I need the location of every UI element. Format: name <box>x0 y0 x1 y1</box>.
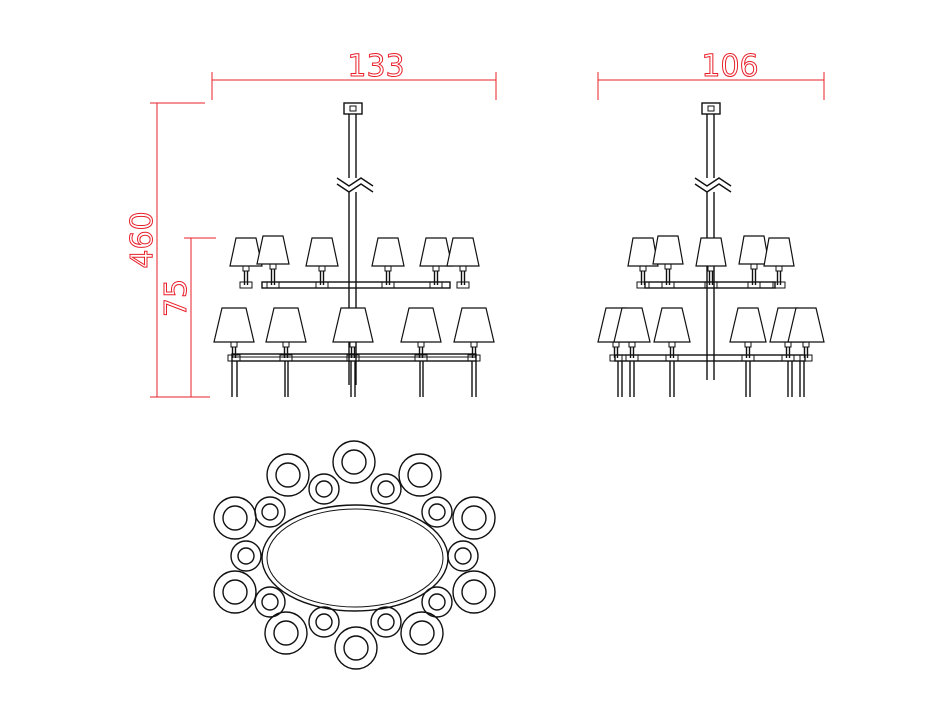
shade-ring-small <box>308 606 340 638</box>
shade-ring-small <box>447 540 479 572</box>
lamp-shade <box>446 237 480 289</box>
lamp-shade <box>305 237 339 289</box>
lamp-shade <box>332 307 374 362</box>
shade-ring-large <box>213 496 257 540</box>
shade-ring-small <box>254 496 286 528</box>
ceiling-canopy <box>343 102 363 115</box>
shade-ring-large <box>213 570 257 614</box>
shade-ring-small <box>308 473 340 505</box>
overall-height-label: 460 <box>125 211 160 268</box>
lamp-shade <box>613 307 651 362</box>
shade-ring-large <box>332 440 376 484</box>
lamp-shade <box>419 237 453 289</box>
lamp-shade <box>652 235 684 289</box>
shade-ring-small <box>421 586 453 618</box>
break-symbol <box>336 177 374 187</box>
lamp-shade <box>787 307 825 362</box>
shade-ring-large <box>334 626 378 670</box>
side-lower-shades <box>597 307 825 362</box>
front-stems <box>231 361 477 397</box>
lamp-shade <box>729 307 767 362</box>
shade-ring-small <box>254 586 286 618</box>
front-elevation <box>213 102 495 397</box>
body-height-label: 75 <box>159 279 194 317</box>
side-lower-frame-bar <box>614 354 806 362</box>
side-ceiling-canopy <box>701 102 721 115</box>
lamp-shade <box>213 307 255 362</box>
upper-frame-bar <box>261 281 451 289</box>
shade-ring-large <box>400 611 444 655</box>
plan-shade-rings <box>213 440 496 670</box>
side-elevation <box>597 102 825 397</box>
shade-ring-large <box>452 570 496 614</box>
plan-view <box>213 440 496 670</box>
lamp-shade <box>695 237 727 289</box>
lamp-shade <box>265 307 307 362</box>
front-upper-shades <box>229 235 480 289</box>
lamp-shade <box>371 237 405 289</box>
side-break-symbol <box>694 177 732 187</box>
lamp-shade <box>453 307 495 362</box>
shade-ring-large <box>264 611 308 655</box>
front-lower-shades <box>213 307 495 362</box>
side-stems <box>617 361 805 397</box>
shade-ring-large <box>266 453 310 497</box>
lamp-shade <box>256 235 290 289</box>
lamp-shade <box>627 237 659 289</box>
front-width-label: 133 <box>347 49 404 84</box>
side-width-label: 106 <box>701 49 758 84</box>
dimension-overall-height: 460 <box>125 102 210 398</box>
central-ring-inner <box>266 508 444 608</box>
shade-ring-small <box>421 496 453 528</box>
shade-ring-large <box>398 453 442 497</box>
lamp-shade <box>229 237 263 289</box>
shade-ring-small <box>370 606 402 638</box>
side-upper-shades <box>627 235 795 289</box>
dimension-body-height: 75 <box>159 237 216 397</box>
shade-ring-large <box>452 496 496 540</box>
dimension-front-width: 133 <box>211 49 497 100</box>
shade-ring-small <box>370 473 402 505</box>
lamp-shade <box>653 307 691 362</box>
shade-ring-small <box>230 540 262 572</box>
lamp-shade <box>400 307 442 362</box>
central-ring-outer <box>261 504 449 612</box>
dimension-side-width: 106 <box>597 49 825 100</box>
lamp-shade <box>763 237 795 289</box>
